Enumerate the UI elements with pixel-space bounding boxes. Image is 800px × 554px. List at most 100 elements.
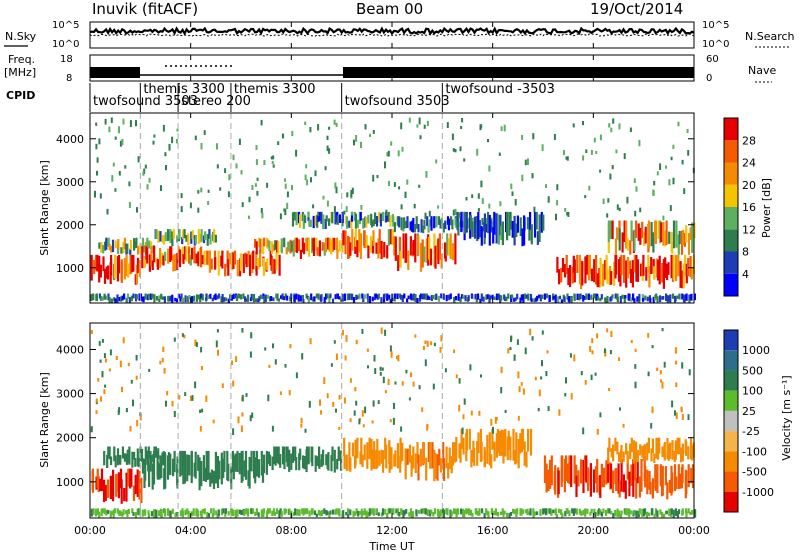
data-cell [150,246,153,267]
data-cell [172,458,175,477]
data-cell [565,156,568,160]
data-cell [306,446,309,464]
data-cell [377,512,380,517]
data-cell [272,155,275,160]
data-cell [588,254,591,275]
data-cell [435,216,438,228]
data-cell [477,208,480,212]
data-cell [153,509,156,518]
data-cell [188,454,191,476]
data-cell [263,454,266,474]
data-cell [584,195,587,199]
data-cell [393,402,395,409]
data-cell [361,293,364,299]
data-cell [694,509,697,518]
data-cell [401,146,404,152]
data-cell [316,456,319,466]
data-cell [152,140,155,145]
data-cell [355,135,358,142]
data-cell [564,511,567,517]
data-cell [360,437,363,458]
data-cell [92,508,95,515]
data-cell [327,237,330,250]
data-cell [390,141,393,146]
data-cell [412,240,415,256]
data-cell [690,467,693,484]
data-cell [227,259,230,276]
data-cell [328,237,331,252]
data-cell [606,213,609,218]
data-cell [496,428,500,453]
data-cell [599,257,602,287]
data-cell [546,350,549,354]
data-cell [668,479,671,493]
data-cell [655,437,658,459]
data-cell [201,255,204,265]
data-cell [244,450,248,480]
data-cell [268,454,272,466]
data-cell [435,159,438,164]
data-cell [279,391,282,395]
data-cell [368,296,372,303]
data-cell [209,472,212,487]
data-cell [94,508,98,517]
data-cell [412,446,415,469]
data-cell [272,244,275,252]
data-cell [394,381,397,385]
data-cell [676,437,679,455]
data-cell [475,508,478,515]
data-cell [591,338,594,344]
data-cell [111,239,115,253]
data-cell [439,458,442,473]
data-cell [400,508,403,515]
data-cell [132,399,134,407]
data-cell [683,233,686,247]
data-cell [674,410,676,416]
data-cell [641,508,644,517]
data-cell [201,509,204,514]
velocity-colorbar-tick: 100 [742,385,763,398]
data-cell [683,254,687,277]
data-cell [233,250,237,265]
data-cell [398,511,401,517]
data-cell [643,508,647,515]
data-cell [631,260,634,288]
data-cell [687,508,690,514]
data-cell [227,298,230,303]
data-cell [426,509,429,516]
data-cell [218,460,221,480]
data-cell [666,438,669,460]
data-cell [606,508,610,514]
data-cell [470,449,473,468]
data-cell [361,511,365,516]
data-cell [347,293,350,301]
data-cell [171,231,174,247]
data-cell [298,239,301,252]
data-cell [519,297,522,303]
data-cell [404,191,407,199]
data-cell [366,442,369,469]
data-cell [493,441,496,462]
data-cell [666,295,669,303]
data-cell [333,340,336,344]
velocity-colorbar-swatch [724,370,738,391]
data-cell [629,127,632,133]
data-cell [194,339,197,347]
data-cell [427,225,430,233]
data-cell [658,255,661,285]
data-cell [449,293,452,299]
data-cell [144,446,147,460]
data-cell [418,510,421,514]
data-cell [672,509,675,518]
data-cell [689,511,692,516]
data-cell [302,214,305,229]
data-cell [289,344,292,349]
data-cell [209,234,212,245]
data-cell [104,358,107,363]
data-cell [98,511,101,518]
data-cell [585,149,588,154]
data-cell [498,152,501,156]
y-tick-label: 4000 [56,133,84,146]
data-cell [323,296,326,303]
data-cell [595,151,598,155]
